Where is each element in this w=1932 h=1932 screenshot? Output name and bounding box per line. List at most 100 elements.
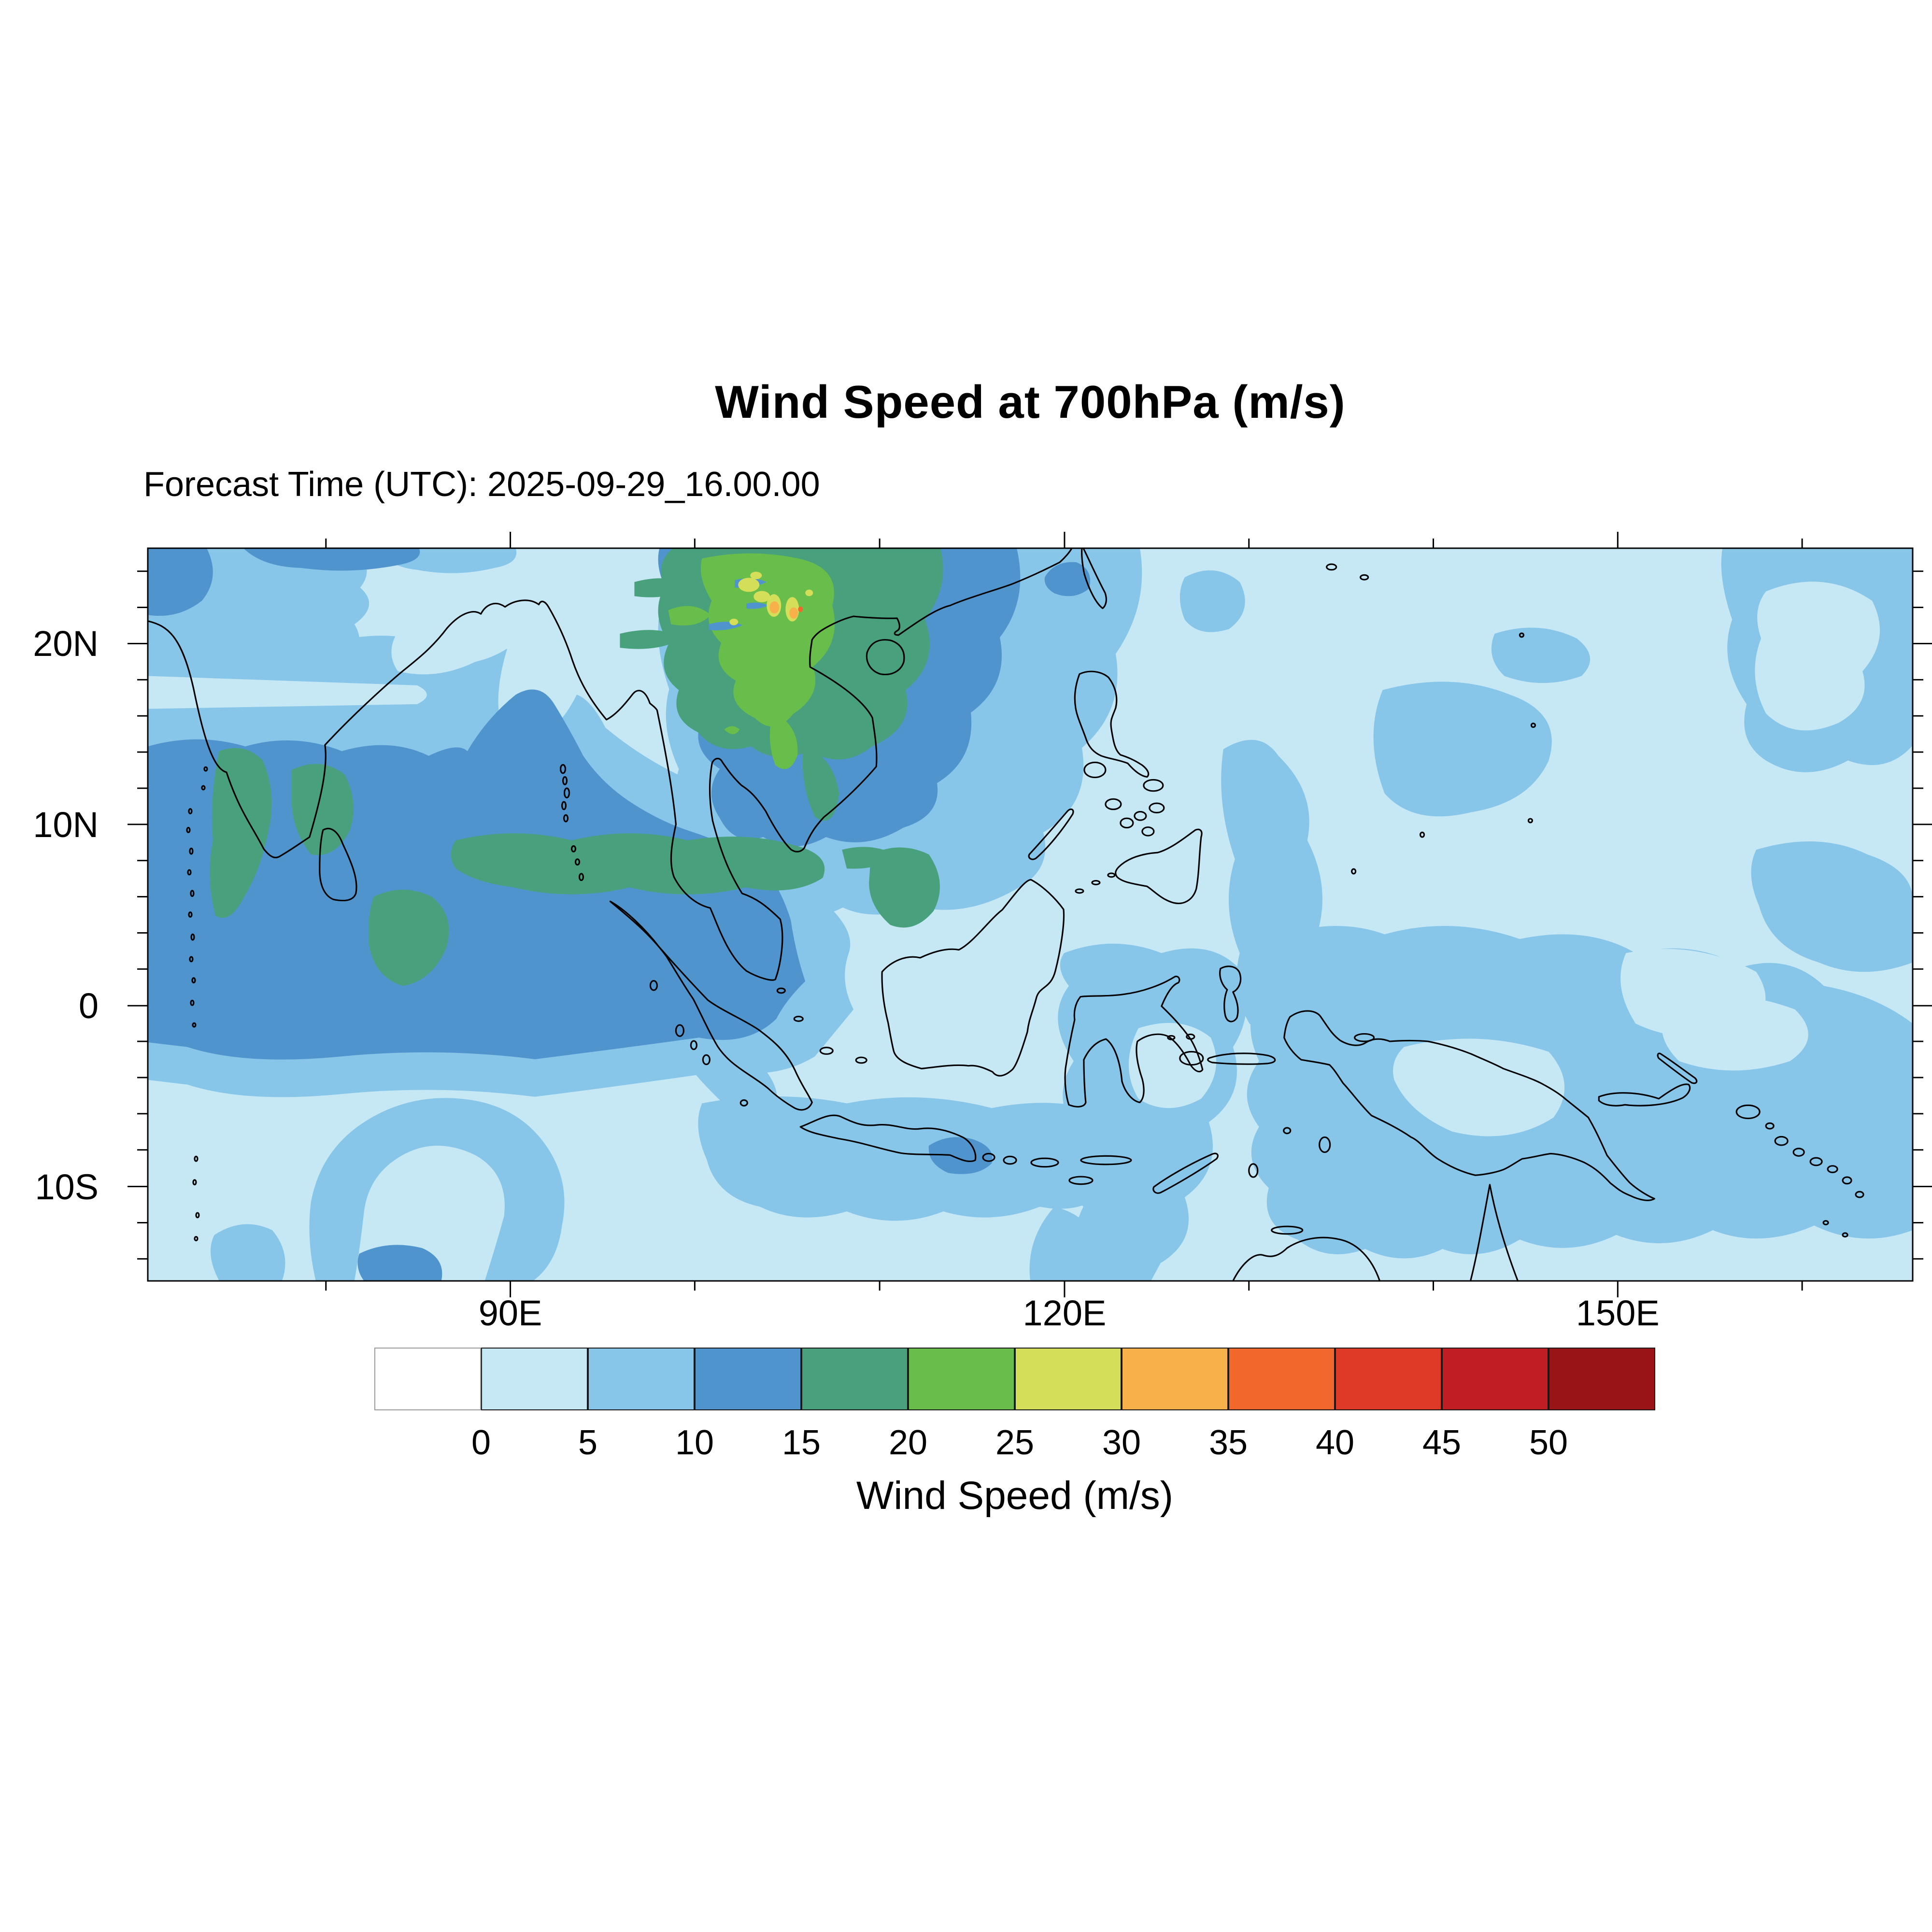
wind-5-10-layer — [1029, 1207, 1108, 1281]
colorbar-cell — [1228, 1348, 1335, 1410]
wind-maximum-spot — [769, 601, 780, 614]
wind-5-10-layer — [1373, 682, 1552, 817]
island-outline — [1735, 1104, 1761, 1120]
island-outline — [186, 827, 191, 833]
wind-5-10-layer — [210, 1224, 285, 1281]
island-outline — [1519, 632, 1525, 638]
wind-0-5-holes-layer — [391, 605, 533, 675]
island-outline — [188, 808, 193, 814]
wind-maximum-spot — [798, 606, 803, 612]
colorbar-cell — [588, 1348, 695, 1410]
island-outline — [559, 764, 567, 774]
island-outline — [1326, 563, 1337, 571]
island-outline — [1842, 1232, 1848, 1238]
island-outline — [1283, 1127, 1292, 1135]
island-outline — [195, 1212, 200, 1219]
island-outline — [190, 999, 195, 1006]
coastline — [1115, 828, 1203, 904]
colorbar-tick-label: 45 — [1422, 1423, 1462, 1462]
coastline — [1074, 670, 1150, 778]
wind-0-5-holes-layer — [1393, 1038, 1565, 1136]
island-outline — [1003, 1155, 1017, 1165]
coastline — [609, 900, 813, 1111]
island-outline — [1765, 1122, 1775, 1130]
island-outline — [776, 987, 786, 994]
island-outline — [1105, 798, 1122, 810]
island-outline — [702, 1054, 710, 1065]
island-outline — [192, 1022, 197, 1028]
colorbar-tick-label: 35 — [1208, 1423, 1248, 1462]
lon-axis-label: 150E — [1576, 1293, 1660, 1333]
coastline — [1152, 1152, 1219, 1194]
wind-maximum-spot — [738, 578, 760, 592]
island-outline — [1822, 1220, 1829, 1225]
colorbar-cell — [1122, 1348, 1228, 1410]
island-outline — [570, 845, 577, 852]
wind-5-10-layer — [1179, 570, 1245, 632]
wind-10-15-layer — [357, 1245, 442, 1281]
coastline — [799, 1114, 977, 1162]
colorbar-tick-label: 30 — [1102, 1423, 1141, 1462]
island-outline — [1774, 1136, 1789, 1146]
wind-0-5-holes-layer — [148, 676, 427, 709]
wind-15-20-layer — [451, 833, 825, 895]
wind-0-5-holes-layer — [1662, 994, 1808, 1071]
island-outline — [1134, 810, 1147, 821]
colorbar-cell — [1015, 1348, 1122, 1410]
wind-maximum-spot — [750, 571, 762, 580]
coastline — [147, 547, 1073, 981]
island-outline — [1809, 1157, 1823, 1166]
wind-speed-contour-map — [128, 531, 1932, 1298]
coastline — [1469, 1184, 1519, 1282]
island-outline — [675, 1024, 684, 1037]
map-plot — [128, 531, 1932, 1298]
lat-axis-label: 10N — [33, 804, 99, 845]
island-outline — [192, 1179, 197, 1186]
colorbar-cell — [1335, 1348, 1442, 1410]
page-title: Wind Speed at 700hPa (m/s) — [715, 376, 1346, 428]
wind-15-20-layer — [634, 578, 689, 597]
island-outline — [190, 933, 195, 941]
island-outline — [1080, 1155, 1132, 1165]
wind-15-20-layer — [291, 764, 354, 855]
wind-5-10-layer — [309, 1098, 565, 1281]
coastline — [1657, 1052, 1698, 1084]
wind-15-20-layer — [368, 889, 449, 986]
island-outline — [1419, 831, 1425, 838]
lon-axis-label: 120E — [1023, 1293, 1107, 1333]
wind-15-20-layer — [620, 630, 683, 649]
wind-10-15-layer — [1044, 562, 1091, 597]
coastline — [866, 639, 905, 675]
island-outline — [1167, 1035, 1176, 1040]
island-outline — [739, 1099, 748, 1107]
island-outline — [188, 911, 193, 918]
wind-0-5-holes-layer — [1128, 1023, 1217, 1108]
island-outline — [793, 1015, 804, 1022]
coastline — [1064, 976, 1204, 1108]
wind-10-15-layer — [243, 548, 420, 571]
wind-5-10-layer — [1491, 627, 1591, 683]
island-outline — [1351, 868, 1357, 875]
island-outline — [1360, 574, 1369, 581]
island-outline — [187, 869, 192, 876]
island-outline — [1530, 723, 1536, 728]
island-outline — [1792, 1148, 1805, 1157]
wind-10-15-lens-layer — [746, 602, 769, 609]
colorbar-tick-label: 40 — [1315, 1423, 1355, 1462]
island-outline — [1141, 826, 1155, 837]
wind-maximum-spot — [729, 618, 739, 625]
coastline — [319, 827, 357, 902]
island-outline — [1179, 1051, 1204, 1066]
island-outline — [649, 980, 658, 991]
colorbar-cell — [374, 1348, 481, 1410]
lat-axis-label: 10S — [35, 1166, 99, 1207]
island-outline — [855, 1056, 867, 1064]
map-frame — [147, 547, 1914, 1282]
island-outline — [1527, 818, 1534, 824]
coastline — [881, 879, 1065, 1077]
island-outline — [1855, 1191, 1864, 1198]
wind-maximum-spot — [753, 591, 770, 602]
colorbar-tick-label: 50 — [1529, 1423, 1568, 1462]
island-outline — [574, 858, 581, 866]
